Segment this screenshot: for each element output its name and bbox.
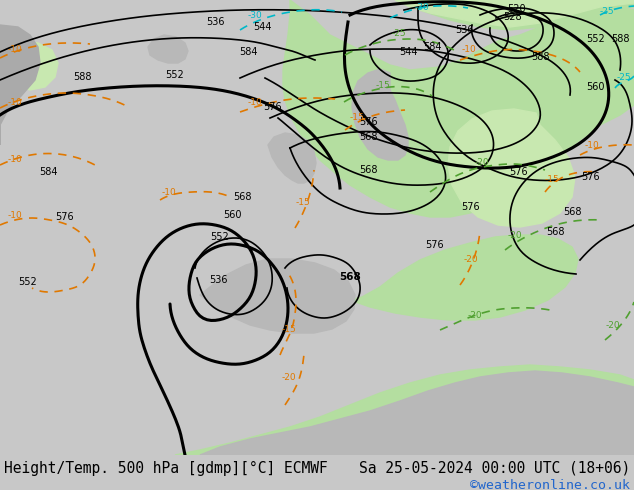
Text: 568: 568: [546, 227, 564, 237]
Polygon shape: [268, 133, 316, 183]
Polygon shape: [200, 371, 634, 455]
Text: 552: 552: [586, 34, 605, 44]
Text: 584: 584: [39, 167, 57, 177]
Polygon shape: [0, 40, 58, 90]
Text: 520: 520: [508, 4, 526, 14]
Text: 568: 568: [339, 272, 361, 282]
Text: -10: -10: [248, 98, 262, 107]
Text: -20: -20: [464, 255, 479, 264]
Text: 588: 588: [611, 34, 630, 44]
Text: -25: -25: [392, 29, 406, 38]
Polygon shape: [352, 69, 408, 160]
Text: -10: -10: [462, 45, 477, 54]
Text: -20: -20: [468, 311, 482, 320]
Text: 576: 576: [508, 167, 527, 177]
Text: -25: -25: [600, 7, 614, 16]
Text: 584: 584: [423, 42, 441, 52]
Text: -20: -20: [475, 158, 489, 167]
Text: 568: 568: [359, 132, 377, 142]
Polygon shape: [395, 0, 634, 27]
Text: 560: 560: [223, 210, 242, 220]
Text: -15: -15: [376, 81, 391, 90]
Polygon shape: [0, 25, 40, 145]
Text: 544: 544: [253, 22, 271, 32]
Text: -30: -30: [248, 11, 262, 20]
Text: -10: -10: [8, 155, 23, 164]
Text: -20: -20: [508, 231, 522, 240]
Text: 568: 568: [359, 165, 377, 175]
Text: 568: 568: [233, 192, 251, 202]
Text: -25: -25: [617, 73, 631, 82]
Text: 584: 584: [239, 47, 257, 57]
Text: 576: 576: [359, 117, 377, 127]
Text: 576: 576: [56, 212, 74, 222]
Text: -15: -15: [545, 175, 560, 184]
Text: 536: 536: [209, 275, 227, 285]
Text: -15: -15: [296, 198, 311, 207]
Polygon shape: [175, 365, 634, 455]
Text: -15: -15: [282, 325, 297, 334]
Text: 560: 560: [586, 82, 604, 92]
Text: -20: -20: [606, 321, 621, 330]
Text: 552: 552: [165, 70, 184, 80]
Text: 576: 576: [262, 102, 281, 112]
Text: -10: -10: [162, 188, 177, 197]
Text: -10: -10: [8, 98, 23, 107]
Text: 536: 536: [455, 25, 473, 35]
Text: Sa 25-05-2024 00:00 UTC (18+06): Sa 25-05-2024 00:00 UTC (18+06): [359, 461, 630, 476]
Text: 536: 536: [206, 17, 224, 27]
Text: -20: -20: [282, 373, 297, 382]
Text: 552: 552: [210, 232, 230, 242]
Text: Height/Temp. 500 hPa [gdmp][°C] ECMWF: Height/Temp. 500 hPa [gdmp][°C] ECMWF: [4, 461, 328, 476]
Text: 576: 576: [425, 240, 444, 250]
Text: ©weatheronline.co.uk: ©weatheronline.co.uk: [470, 479, 630, 490]
Text: -30: -30: [415, 3, 430, 12]
Polygon shape: [148, 35, 188, 63]
Text: -10: -10: [8, 211, 23, 220]
Text: 588: 588: [531, 52, 549, 62]
Text: 576: 576: [461, 202, 479, 212]
Polygon shape: [350, 235, 578, 320]
Text: 576: 576: [581, 172, 599, 182]
Text: 544: 544: [399, 47, 417, 57]
Text: 568: 568: [563, 207, 581, 217]
Text: 528: 528: [503, 12, 522, 22]
Text: -15: -15: [350, 113, 365, 122]
Text: -10: -10: [585, 141, 600, 150]
Polygon shape: [283, 0, 634, 217]
Text: -10: -10: [8, 45, 23, 54]
Polygon shape: [400, 0, 634, 30]
Polygon shape: [200, 259, 355, 333]
Text: 552: 552: [18, 277, 37, 287]
Text: 588: 588: [73, 72, 91, 82]
Polygon shape: [448, 109, 575, 227]
